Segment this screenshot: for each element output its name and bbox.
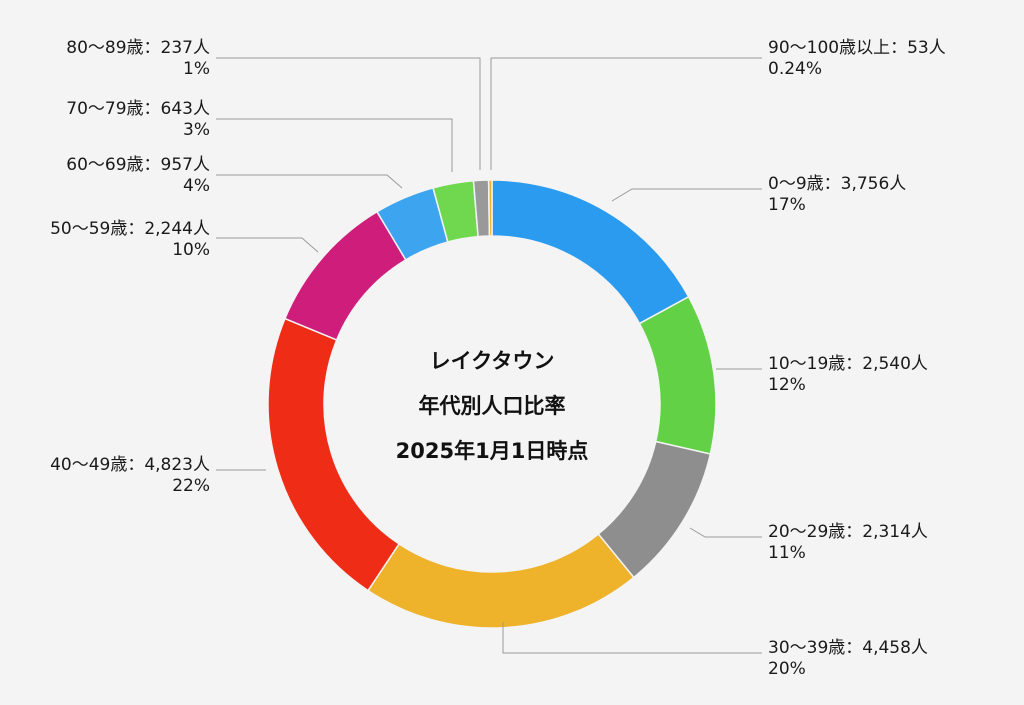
slice-percent-4: 22%	[172, 476, 210, 496]
slice-percent-7: 3%	[183, 120, 210, 140]
slice-label-5: 50〜59歳：2,244人	[50, 219, 210, 239]
donut-slices	[267, 179, 717, 629]
slice-label-2: 20〜29歳：2,314人	[768, 522, 928, 542]
slice-percent-3: 20%	[768, 659, 806, 679]
leader-line-8	[216, 57, 481, 170]
leader-line-6	[216, 174, 403, 189]
slice-label-7: 70〜79歳：643人	[66, 99, 210, 119]
leader-line-9	[490, 57, 762, 170]
slice-percent-8: 1%	[183, 59, 210, 79]
slice-percent-0: 17%	[768, 195, 806, 215]
center-title-line-3: 2025年1月1日時点	[396, 439, 589, 463]
slice-label-4: 40〜49歳：4,823人	[50, 455, 210, 475]
slice-label-6: 60〜69歳：957人	[66, 155, 210, 175]
leader-line-5	[216, 237, 319, 253]
slice-label-8: 80〜89歳：237人	[66, 38, 210, 58]
center-title-line-1: レイクタウン	[430, 349, 555, 373]
donut-slice-3	[367, 533, 635, 629]
leader-line-0	[611, 188, 762, 202]
slice-percent-5: 10%	[172, 240, 210, 260]
leader-lines	[216, 57, 762, 654]
slice-label-9: 90〜100歳以上：53人	[768, 38, 946, 58]
donut-slice-1	[638, 295, 717, 455]
slice-percent-6: 4%	[183, 176, 210, 196]
donut-slice-4	[267, 317, 401, 592]
leader-line-2	[689, 527, 762, 538]
slice-label-3: 30〜39歳：4,458人	[768, 638, 928, 658]
center-title-line-2: 年代別人口比率	[419, 394, 566, 418]
center-title: レイクタウン 年代別人口比率 2025年1月1日時点	[396, 349, 589, 463]
leader-line-3	[502, 622, 762, 654]
donut-slice-0	[491, 179, 690, 325]
leader-line-7	[216, 118, 453, 172]
donut-slice-9	[487, 179, 493, 237]
slice-percent-9: 0.24%	[768, 59, 822, 79]
slice-label-1: 10〜19歳：2,540人	[768, 354, 928, 374]
slice-percent-2: 11%	[768, 543, 806, 563]
slice-percent-1: 12%	[768, 375, 806, 395]
slice-label-0: 0〜9歳：3,756人	[768, 174, 906, 194]
